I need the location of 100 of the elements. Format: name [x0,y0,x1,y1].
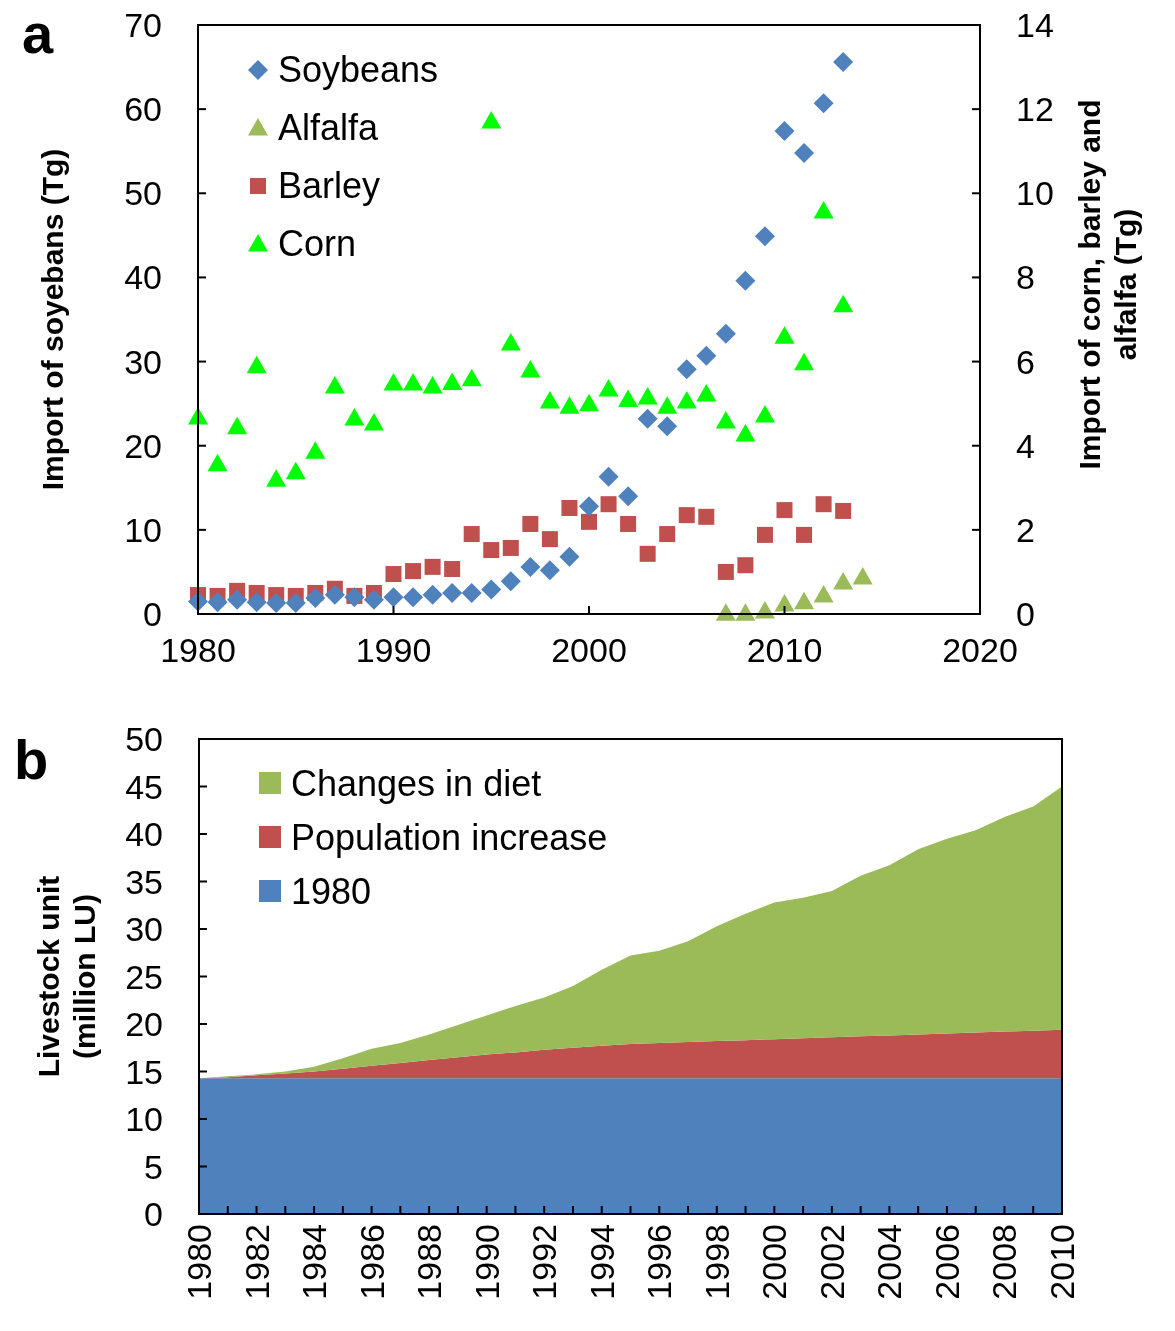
x-tick-label: 1986 [352,1224,391,1300]
text: b [14,728,49,791]
point [539,391,560,409]
point [579,496,599,517]
y2-axis-title: Import of corn, barley and alfalfa (Tg) [1073,99,1142,470]
y-tick-label: 35 [125,862,163,901]
x-tick-label: 1980 [160,631,236,669]
point [559,546,580,567]
point [833,52,854,73]
y-tick-label: 20 [124,426,162,465]
point [383,587,404,608]
point [383,373,404,391]
y2-tick-label: 2 [1016,510,1035,549]
legend-label: Corn [278,223,357,264]
point [463,526,480,543]
point [481,110,502,129]
point [735,603,756,621]
point [520,556,541,577]
x-tick-label: 1990 [355,631,432,669]
x-tick-label: 1998 [697,1224,736,1300]
point [461,582,482,603]
point [754,226,775,247]
point [500,571,521,592]
point [481,579,502,600]
point [833,572,854,590]
y-tick-label: 0 [143,595,162,633]
y-tick-label: 70 [124,6,162,44]
point [385,566,402,583]
point [794,591,815,610]
x-tick-label: 1982 [237,1224,276,1300]
legend-label: 1980 [291,871,372,912]
y-tick-label: 45 [125,767,163,806]
y-tick-label: 60 [124,90,162,129]
point [363,413,384,431]
point [657,396,678,414]
point [539,560,560,581]
x-tick-label: 2020 [942,631,1018,669]
point [598,378,619,397]
x-tick-label: 1990 [467,1224,506,1300]
point [207,453,228,472]
point [794,142,815,163]
point [324,375,345,394]
y2-tick-label: 6 [1016,342,1035,381]
y2-tick-label: 10 [1016,174,1054,213]
x-tick-label: 1980 [180,1224,218,1300]
y-tick-label: 10 [125,1100,163,1138]
point [657,416,678,437]
point [659,526,676,543]
point [813,200,834,219]
point [541,531,558,548]
y2-tick-label: 0 [1016,595,1035,633]
point [774,326,795,344]
point [715,603,736,621]
point [444,560,461,577]
point [698,508,715,525]
y2-tick-label: 12 [1016,90,1054,129]
x-tick-label: 2008 [985,1224,1024,1300]
point [363,589,384,610]
point [442,582,463,603]
y-tick-label: 30 [125,910,163,948]
x-tick-label: 1994 [582,1224,621,1300]
point [422,584,443,605]
point [735,423,756,442]
point [461,368,482,387]
point [715,323,736,344]
point [754,405,775,423]
point [522,515,539,532]
point [774,121,795,142]
point [813,585,834,603]
point [774,593,795,612]
y-tick-label: 10 [124,510,162,549]
point [852,566,873,585]
x-tick-label: 1988 [410,1224,449,1300]
point [246,592,267,613]
point [324,584,345,605]
x-tick-label: 2010 [1043,1224,1081,1300]
x-tick-label: 2000 [551,631,627,669]
y2-tick-label: 8 [1016,258,1035,297]
y-tick-label: 30 [124,342,162,381]
point [502,539,519,556]
point [678,507,695,524]
point [305,441,326,459]
point [561,499,578,516]
point [639,545,656,562]
point [637,386,658,405]
point [559,396,580,414]
point [794,352,815,371]
x-tick-label: 2010 [746,631,823,669]
point [285,461,306,480]
point [442,372,463,391]
point [833,294,854,313]
point [737,557,754,574]
point [227,416,248,435]
legend-label: Soybeans [278,49,439,90]
y-axis-title: Import of soyebans (Tg) [36,148,69,491]
point [422,375,443,394]
y-tick-label: 40 [124,258,162,297]
point [500,333,521,351]
point [227,589,248,610]
x-tick-label: 2002 [812,1224,851,1300]
